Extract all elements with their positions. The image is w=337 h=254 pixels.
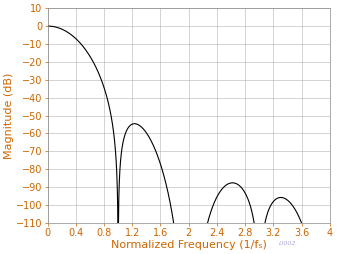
X-axis label: Normalized Frequency (1/fₛ): Normalized Frequency (1/fₛ) — [111, 240, 267, 250]
Y-axis label: Magnitude (dB): Magnitude (dB) — [4, 72, 14, 159]
Text: LI002: LI002 — [279, 241, 297, 246]
